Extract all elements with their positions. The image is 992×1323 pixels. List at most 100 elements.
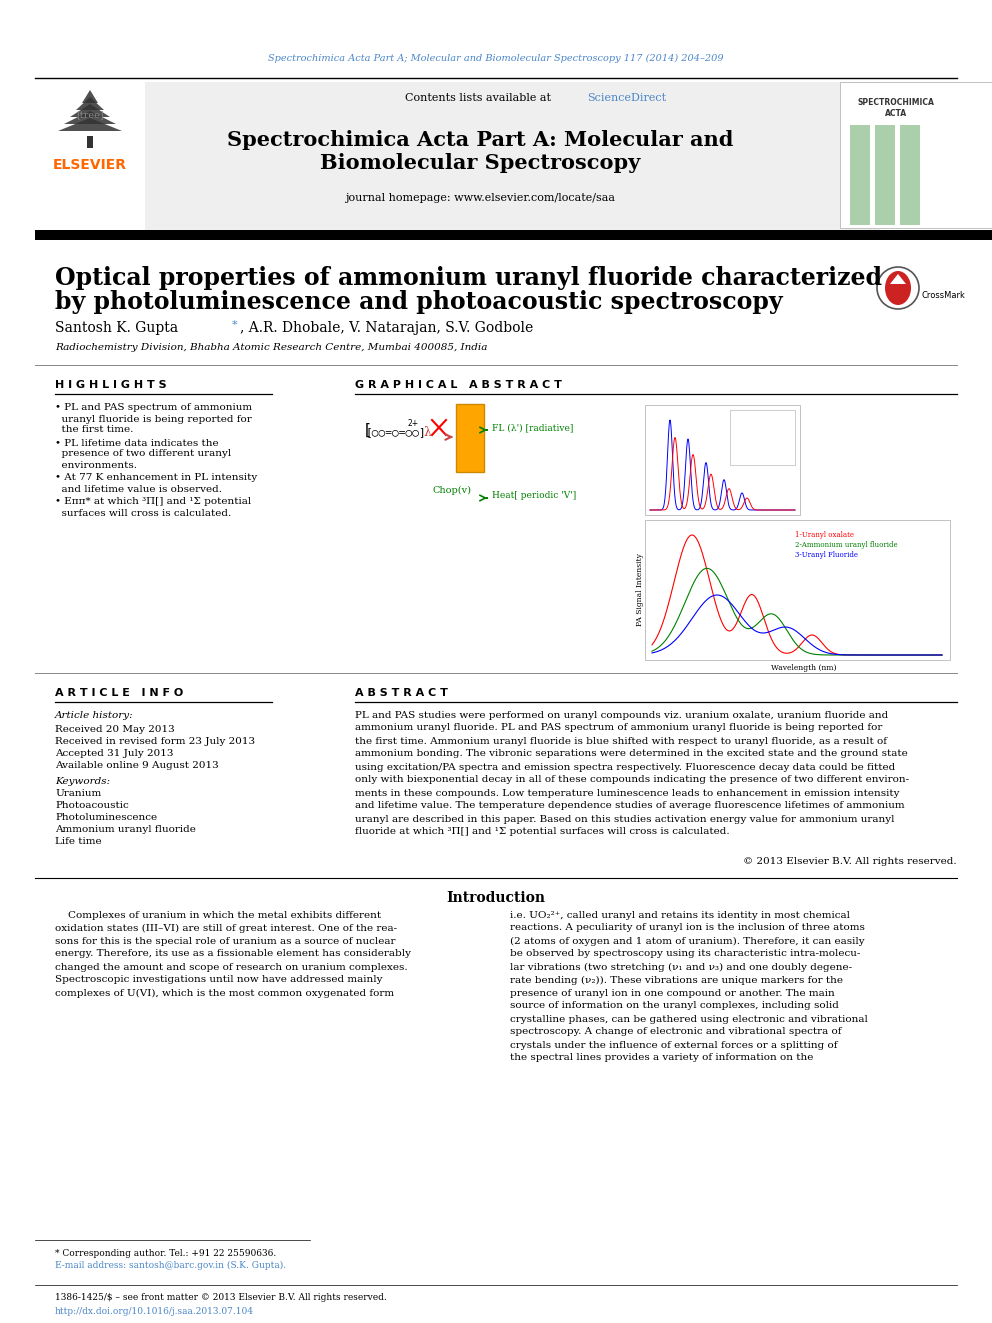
Text: Available online 9 August 2013: Available online 9 August 2013 [55,761,219,770]
Text: Received 20 May 2013: Received 20 May 2013 [55,725,175,733]
Text: λ: λ [368,426,432,438]
Text: A B S T R A C T: A B S T R A C T [355,688,447,699]
Text: ments in these compounds. Low temperature luminescence leads to enhancement in e: ments in these compounds. Low temperatur… [355,789,900,798]
Text: 1-Uranyl oxalate: 1-Uranyl oxalate [795,531,854,538]
Text: • PL and PAS spectrum of ammonium: • PL and PAS spectrum of ammonium [55,404,252,413]
Text: Wavelength (nm): Wavelength (nm) [771,664,836,672]
Circle shape [877,267,919,310]
Text: complexes of U(VI), which is the most common oxygenated form: complexes of U(VI), which is the most co… [55,988,394,998]
Bar [456,404,484,472]
Text: Keywords:: Keywords: [55,778,110,786]
Text: , A.R. Dhobale, V. Natarajan, S.V. Godbole: , A.R. Dhobale, V. Natarajan, S.V. Godbo… [240,321,534,335]
Text: ammonium bonding. The vibronic separations were determined in the excited state : ammonium bonding. The vibronic separatio… [355,750,908,758]
Text: fluoride at which ³Π[] and ¹Σ potential surfaces will cross is calculated.: fluoride at which ³Π[] and ¹Σ potential … [355,827,730,836]
Text: Received in revised form 23 July 2013: Received in revised form 23 July 2013 [55,737,255,745]
Text: Santosh K. Gupta: Santosh K. Gupta [55,321,179,335]
Text: ELSEVIER: ELSEVIER [53,157,127,172]
Text: oxidation states (III–VI) are still of great interest. One of the rea-: oxidation states (III–VI) are still of g… [55,923,397,933]
Polygon shape [58,118,122,131]
Text: *: * [232,320,238,329]
Text: FL (λ') [radiative]: FL (λ') [radiative] [492,423,573,433]
Polygon shape [70,105,110,116]
Bar [87,136,93,148]
Text: crystals under the influence of external forces or a splitting of: crystals under the influence of external… [510,1040,837,1049]
Text: Chop(v): Chop(v) [433,486,471,495]
Text: uranyl fluoride is being reported for: uranyl fluoride is being reported for [55,414,252,423]
Text: the first time.: the first time. [55,426,133,434]
Text: PL and PAS studies were performed on uranyl compounds viz. uranium oxalate, uran: PL and PAS studies were performed on ura… [355,710,888,720]
Bar [645,405,800,515]
Text: lar vibrations (two stretching (ν₁ and ν₃) and one doubly degene-: lar vibrations (two stretching (ν₁ and ν… [510,962,852,971]
Text: Introduction: Introduction [446,890,546,905]
Text: © 2013 Elsevier B.V. All rights reserved.: © 2013 Elsevier B.V. All rights reserved… [743,857,957,867]
Bar [35,82,145,230]
Text: Spectrochimica Acta Part A: Molecular and: Spectrochimica Acta Part A: Molecular an… [227,130,733,149]
Text: the spectral lines provides a variety of information on the: the spectral lines provides a variety of… [510,1053,813,1062]
Bar [35,82,880,230]
Text: [○○=○=○○]: [○○=○=○○] [366,427,427,437]
Text: presence of uranyl ion in one compound or another. The main: presence of uranyl ion in one compound o… [510,988,834,998]
Text: Photoluminescence: Photoluminescence [55,814,157,823]
Text: source of information on the uranyl complexes, including solid: source of information on the uranyl comp… [510,1002,839,1011]
Text: CrossMark: CrossMark [922,291,966,300]
Text: (2 atoms of oxygen and 1 atom of uranium). Therefore, it can easily: (2 atoms of oxygen and 1 atom of uranium… [510,937,865,946]
Text: H I G H L I G H T S: H I G H L I G H T S [55,380,167,390]
Polygon shape [76,97,104,110]
Text: journal homepage: www.elsevier.com/locate/saa: journal homepage: www.elsevier.com/locat… [345,193,615,202]
Text: Article history:: Article history: [55,712,134,721]
Text: 1386-1425/$ – see front matter © 2013 Elsevier B.V. All rights reserved.: 1386-1425/$ – see front matter © 2013 El… [55,1294,387,1303]
Text: presence of two different uranyl: presence of two different uranyl [55,450,231,459]
Text: the first time. Ammonium uranyl fluoride is blue shifted with respect to uranyl : the first time. Ammonium uranyl fluoride… [355,737,887,745]
Bar [840,82,992,228]
Text: Biomolecular Spectroscopy: Biomolecular Spectroscopy [319,153,640,173]
Bar [730,410,795,464]
Text: spectroscopy. A change of electronic and vibrational spectra of: spectroscopy. A change of electronic and… [510,1028,841,1036]
Bar [355,400,957,665]
Text: i.e. UO₂²⁺, called uranyl and retains its identity in most chemical: i.e. UO₂²⁺, called uranyl and retains it… [510,910,850,919]
Text: http://dx.doi.org/10.1016/j.saa.2013.07.104: http://dx.doi.org/10.1016/j.saa.2013.07.… [55,1307,254,1315]
Text: Photoacoustic: Photoacoustic [55,802,129,811]
Text: * Corresponding author. Tel.: +91 22 25590636.: * Corresponding author. Tel.: +91 22 255… [55,1249,276,1257]
Text: reactions. A peculiarity of uranyl ion is the inclusion of three atoms: reactions. A peculiarity of uranyl ion i… [510,923,865,933]
Text: ammonium uranyl fluoride. PL and PAS spectrum of ammonium uranyl fluoride is bei: ammonium uranyl fluoride. PL and PAS spe… [355,724,882,733]
Text: SPECTROCHIMICA
ACTA: SPECTROCHIMICA ACTA [857,98,934,118]
Text: and lifetime value. The temperature dependence studies of average fluorescence l: and lifetime value. The temperature depe… [355,802,905,811]
Text: crystalline phases, can be gathered using electronic and vibrational: crystalline phases, can be gathered usin… [510,1015,868,1024]
Text: by photoluminescence and photoacoustic spectroscopy: by photoluminescence and photoacoustic s… [55,290,783,314]
Text: Radiochemistry Division, Bhabha Atomic Research Centre, Mumbai 400085, India: Radiochemistry Division, Bhabha Atomic R… [55,344,487,352]
Text: uranyl are described in this paper. Based on this studies activation energy valu: uranyl are described in this paper. Base… [355,815,895,823]
Text: Life time: Life time [55,837,101,847]
Text: Heat[ periodic 'V']: Heat[ periodic 'V'] [492,492,576,500]
Text: [tree]: [tree] [76,111,104,119]
Text: • At 77 K enhancement in PL intensity: • At 77 K enhancement in PL intensity [55,474,257,483]
Text: G R A P H I C A L   A B S T R A C T: G R A P H I C A L A B S T R A C T [355,380,561,390]
Text: Spectrochimica Acta Part A; Molecular and Biomolecular Spectroscopy 117 (2014) 2: Spectrochimica Acta Part A; Molecular an… [268,53,724,62]
Text: sons for this is the special role of uranium as a source of nuclear: sons for this is the special role of ura… [55,937,396,946]
Text: be observed by spectroscopy using its characteristic intra-molecu-: be observed by spectroscopy using its ch… [510,950,860,958]
Text: Spectroscopic investigations until now have addressed mainly: Spectroscopic investigations until now h… [55,975,383,984]
Polygon shape [64,111,116,124]
Text: rate bending (ν₂)). These vibrations are unique markers for the: rate bending (ν₂)). These vibrations are… [510,975,843,984]
Text: A R T I C L E   I N F O: A R T I C L E I N F O [55,688,184,699]
Polygon shape [82,90,98,103]
Text: Contents lists available at: Contents lists available at [406,93,555,103]
Text: Complexes of uranium in which the metal exhibits different: Complexes of uranium in which the metal … [55,910,381,919]
Text: ScienceDirect: ScienceDirect [587,93,667,103]
Text: PA Signal Intensity: PA Signal Intensity [636,553,644,626]
Bar [645,520,950,660]
Bar [850,124,870,225]
Text: surfaces will cross is calculated.: surfaces will cross is calculated. [55,508,231,517]
Text: only with biexponential decay in all of these compounds indicating the presence : only with biexponential decay in all of … [355,775,909,785]
Polygon shape [890,274,906,284]
Text: energy. Therefore, its use as a fissionable element has considerably: energy. Therefore, its use as a fissiona… [55,950,411,958]
Bar [875,124,895,225]
Text: using excitation/PA spectra and emission spectra respectively. Fluorescence deca: using excitation/PA spectra and emission… [355,762,895,771]
Ellipse shape [885,271,911,306]
Text: changed the amount and scope of research on uranium complexes.: changed the amount and scope of research… [55,963,408,971]
Bar [35,230,992,239]
Text: Uranium: Uranium [55,790,101,799]
Text: 2-Ammonium uranyl fluoride: 2-Ammonium uranyl fluoride [795,541,898,549]
Text: [: [ [365,422,371,438]
Text: 3-Uranyl Fluoride: 3-Uranyl Fluoride [795,550,858,560]
Text: Ammonium uranyl fluoride: Ammonium uranyl fluoride [55,826,195,835]
